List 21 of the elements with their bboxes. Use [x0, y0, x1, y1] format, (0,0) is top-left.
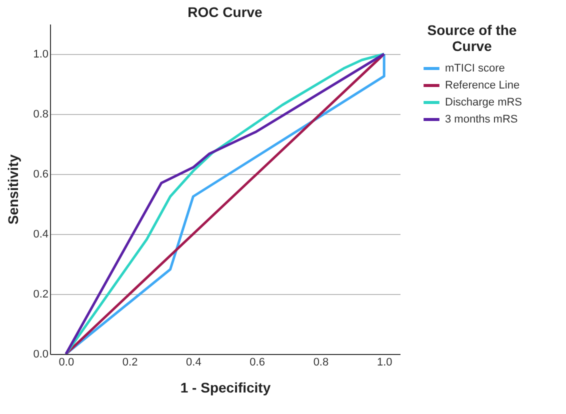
legend-label: Reference Line [445, 80, 520, 92]
y-tick-label: 0.2 [33, 288, 48, 300]
x-tick-label: 0.0 [58, 356, 74, 368]
legend-label: Discharge mRS [445, 96, 522, 108]
chart-title: ROC Curve [188, 4, 263, 20]
x-tick-label: 0.2 [122, 356, 138, 368]
x-tick-label: 0.6 [250, 356, 265, 368]
legend-title: Source of the Curve [427, 22, 517, 54]
x-tick-label: 0.8 [313, 356, 329, 368]
line-series [64, 52, 386, 354]
legend-label: mTICI score [445, 62, 505, 74]
y-tick-label: 0.4 [33, 228, 48, 240]
x-tick-label: 0.4 [186, 356, 202, 368]
y-axis-title: Sensitivity [5, 154, 22, 225]
y-tick-label: 0.6 [33, 168, 48, 180]
x-tick-label: 1.0 [376, 356, 392, 368]
y-tick-label: 0.8 [33, 108, 48, 120]
legend-label: 3 months mRS [445, 114, 518, 126]
y-tick-label: 1.0 [33, 48, 48, 60]
y-tick-label: 0.0 [33, 348, 48, 360]
x-axis-title: 1 - Specificity [180, 380, 271, 396]
